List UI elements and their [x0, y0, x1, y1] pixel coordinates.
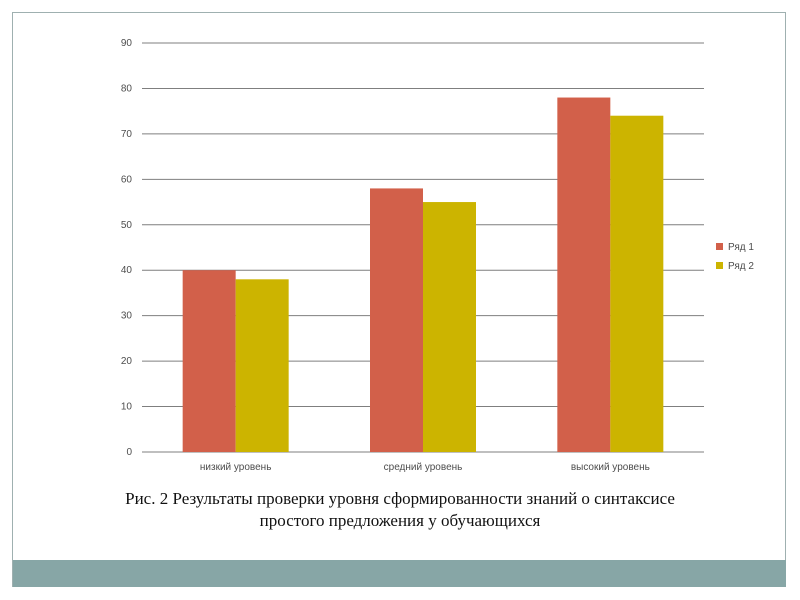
bar-series-1-cat-3 [557, 97, 611, 453]
bar-series-1-cat-1 [182, 270, 236, 452]
bar-series-2-cat-1 [235, 279, 289, 452]
y-tick-label: 0 [126, 447, 132, 458]
x-category-label: средний уровень [384, 462, 463, 473]
caption-line-2: простого предложения у обучающихся [259, 511, 541, 530]
legend-swatch [716, 243, 723, 250]
x-category-label: низкий уровень [200, 462, 272, 473]
y-tick-label: 70 [121, 129, 133, 140]
y-tick-label: 80 [121, 83, 133, 94]
y-tick-label: 60 [121, 174, 133, 185]
y-axis-ticks: 0 10 20 30 40 50 60 70 80 90 [121, 38, 133, 458]
x-axis-categories: низкий уровень средний уровень высокий уро… [200, 462, 650, 473]
legend-label: Ряд 1 [728, 242, 754, 253]
bar-series-2-cat-2 [423, 202, 476, 452]
bar-series-1-cat-2 [370, 188, 423, 452]
legend-label: Ряд 2 [728, 261, 754, 272]
y-tick-label: 30 [121, 311, 133, 322]
footer-band [13, 560, 786, 587]
y-tick-label: 10 [121, 402, 133, 413]
y-tick-label: 50 [121, 220, 133, 231]
y-tick-label: 40 [121, 265, 133, 276]
figure-caption: Рис. 2 Результаты проверки уровня сформи… [40, 488, 760, 532]
bars [182, 97, 664, 453]
legend-swatch [716, 262, 723, 269]
bar-series-2-cat-3 [610, 115, 664, 452]
legend: Ряд 1 Ряд 2 [716, 242, 754, 272]
y-tick-label: 20 [121, 356, 133, 367]
x-category-label: высокий уровень [571, 462, 650, 473]
caption-line-1: Рис. 2 Результаты проверки уровня сформи… [125, 489, 675, 508]
y-tick-label: 90 [121, 38, 133, 49]
